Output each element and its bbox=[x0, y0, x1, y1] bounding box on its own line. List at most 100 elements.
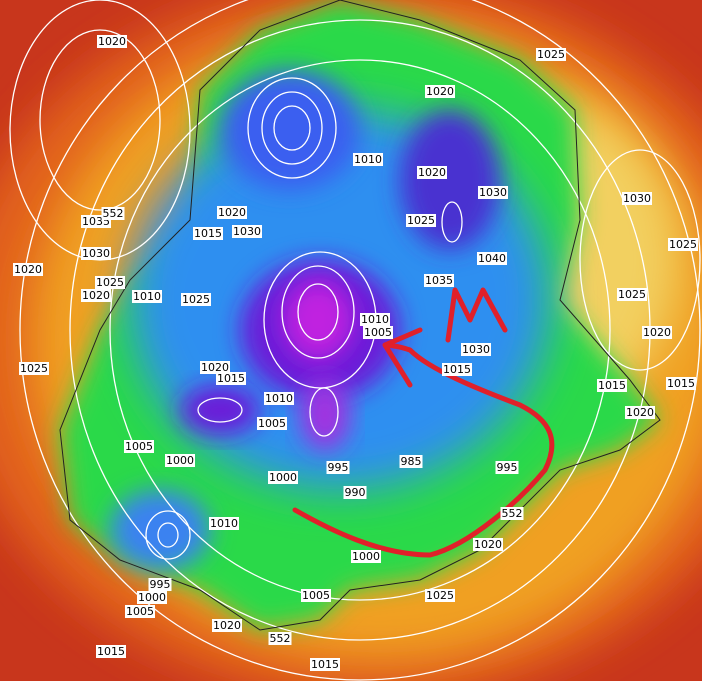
label-box bbox=[81, 247, 111, 260]
isobar bbox=[109, 59, 611, 601]
label-box bbox=[310, 658, 340, 671]
isobar-label: 1020 bbox=[418, 166, 446, 179]
label-box bbox=[212, 619, 242, 632]
isobar-label: 1015 bbox=[443, 363, 471, 376]
magenta-core bbox=[283, 280, 353, 360]
isobar bbox=[261, 91, 323, 165]
isobar-label: 1020 bbox=[201, 361, 229, 374]
isobar-label: 1025 bbox=[20, 362, 48, 375]
isobar-label: 1000 bbox=[269, 471, 297, 484]
label-box bbox=[425, 85, 455, 98]
label-box bbox=[101, 207, 125, 220]
isobar-label: 1005 bbox=[258, 417, 286, 430]
label-box bbox=[264, 392, 294, 405]
label-box bbox=[536, 48, 566, 61]
label-box bbox=[326, 461, 350, 474]
label-box bbox=[148, 578, 172, 591]
label-box bbox=[622, 192, 652, 205]
label-box bbox=[181, 293, 211, 306]
isobar-label: 1025 bbox=[618, 288, 646, 301]
isobar-label: 1010 bbox=[361, 313, 389, 326]
label-box bbox=[353, 153, 383, 166]
isobar-label: 1025 bbox=[96, 276, 124, 289]
label-box bbox=[360, 313, 390, 326]
label-box bbox=[406, 214, 436, 227]
label-box bbox=[666, 377, 696, 390]
label-box bbox=[13, 263, 43, 276]
label-box bbox=[363, 326, 393, 339]
purple-low bbox=[180, 385, 260, 435]
isobar-label: 1015 bbox=[194, 227, 222, 240]
isobar-label: 1010 bbox=[133, 290, 161, 303]
isobar-label: 1015 bbox=[311, 658, 339, 671]
isobar-label: 990 bbox=[345, 486, 366, 499]
isobar bbox=[309, 387, 339, 437]
label-box bbox=[495, 461, 519, 474]
label-box bbox=[232, 225, 262, 238]
isobar-label: 1005 bbox=[126, 605, 154, 618]
isobar-label: 1010 bbox=[354, 153, 382, 166]
isobar-label: 1025 bbox=[182, 293, 210, 306]
label-box bbox=[268, 471, 298, 484]
purple-low bbox=[400, 110, 500, 250]
isobar bbox=[297, 283, 339, 341]
isobar bbox=[19, 0, 701, 681]
isobar-label: 985 bbox=[401, 455, 422, 468]
label-box bbox=[399, 455, 423, 468]
label-box bbox=[96, 645, 126, 658]
isobar-label: 1015 bbox=[217, 372, 245, 385]
isobar-label: 552 bbox=[270, 632, 291, 645]
isobar-label: 1030 bbox=[479, 186, 507, 199]
blue-low bbox=[220, 70, 360, 190]
isobar-label: 1020 bbox=[14, 263, 42, 276]
isobar-label: 1020 bbox=[213, 619, 241, 632]
label-box bbox=[425, 589, 455, 602]
label-box bbox=[417, 166, 447, 179]
annotation bbox=[292, 287, 555, 558]
label-box bbox=[477, 252, 507, 265]
isobar-label: 552 bbox=[502, 507, 523, 520]
isobar-label: 1030 bbox=[82, 247, 110, 260]
label-box bbox=[19, 362, 49, 375]
label-box bbox=[301, 589, 331, 602]
label-box bbox=[268, 632, 292, 645]
isobar-label: 1025 bbox=[537, 48, 565, 61]
label-box bbox=[597, 379, 627, 392]
isobar bbox=[281, 265, 355, 359]
isobar-label: 1015 bbox=[667, 377, 695, 390]
label-box bbox=[193, 227, 223, 240]
isobar-label: 1025 bbox=[426, 589, 454, 602]
label-box bbox=[500, 507, 524, 520]
isobar-label: 1020 bbox=[474, 538, 502, 551]
isobar-label: 1000 bbox=[138, 591, 166, 604]
label-box bbox=[351, 550, 381, 563]
label-box bbox=[478, 186, 508, 199]
label-box bbox=[617, 288, 647, 301]
isobar-label: 552 bbox=[103, 207, 124, 220]
isobar bbox=[145, 510, 191, 560]
isobar bbox=[197, 397, 243, 423]
label-box bbox=[257, 417, 287, 430]
isobar-label: 995 bbox=[497, 461, 518, 474]
isobar bbox=[39, 29, 161, 211]
isobar-label: 1035 bbox=[425, 274, 453, 287]
isobar-label: 1000 bbox=[352, 550, 380, 563]
label-box bbox=[209, 517, 239, 530]
label-box bbox=[95, 276, 125, 289]
label-box bbox=[165, 454, 195, 467]
isobar-label: 1020 bbox=[426, 85, 454, 98]
label-box bbox=[424, 274, 454, 287]
isobar-label: 1040 bbox=[478, 252, 506, 265]
isobar bbox=[273, 105, 311, 151]
hand-drawn-arrow bbox=[292, 287, 555, 558]
label-box bbox=[125, 605, 155, 618]
isobar-label: 1005 bbox=[302, 589, 330, 602]
label-box bbox=[97, 35, 127, 48]
isobar bbox=[247, 77, 337, 179]
isobar-label: 1000 bbox=[166, 454, 194, 467]
label-box bbox=[625, 406, 655, 419]
label-box bbox=[216, 372, 246, 385]
isobar-label: 1020 bbox=[82, 289, 110, 302]
